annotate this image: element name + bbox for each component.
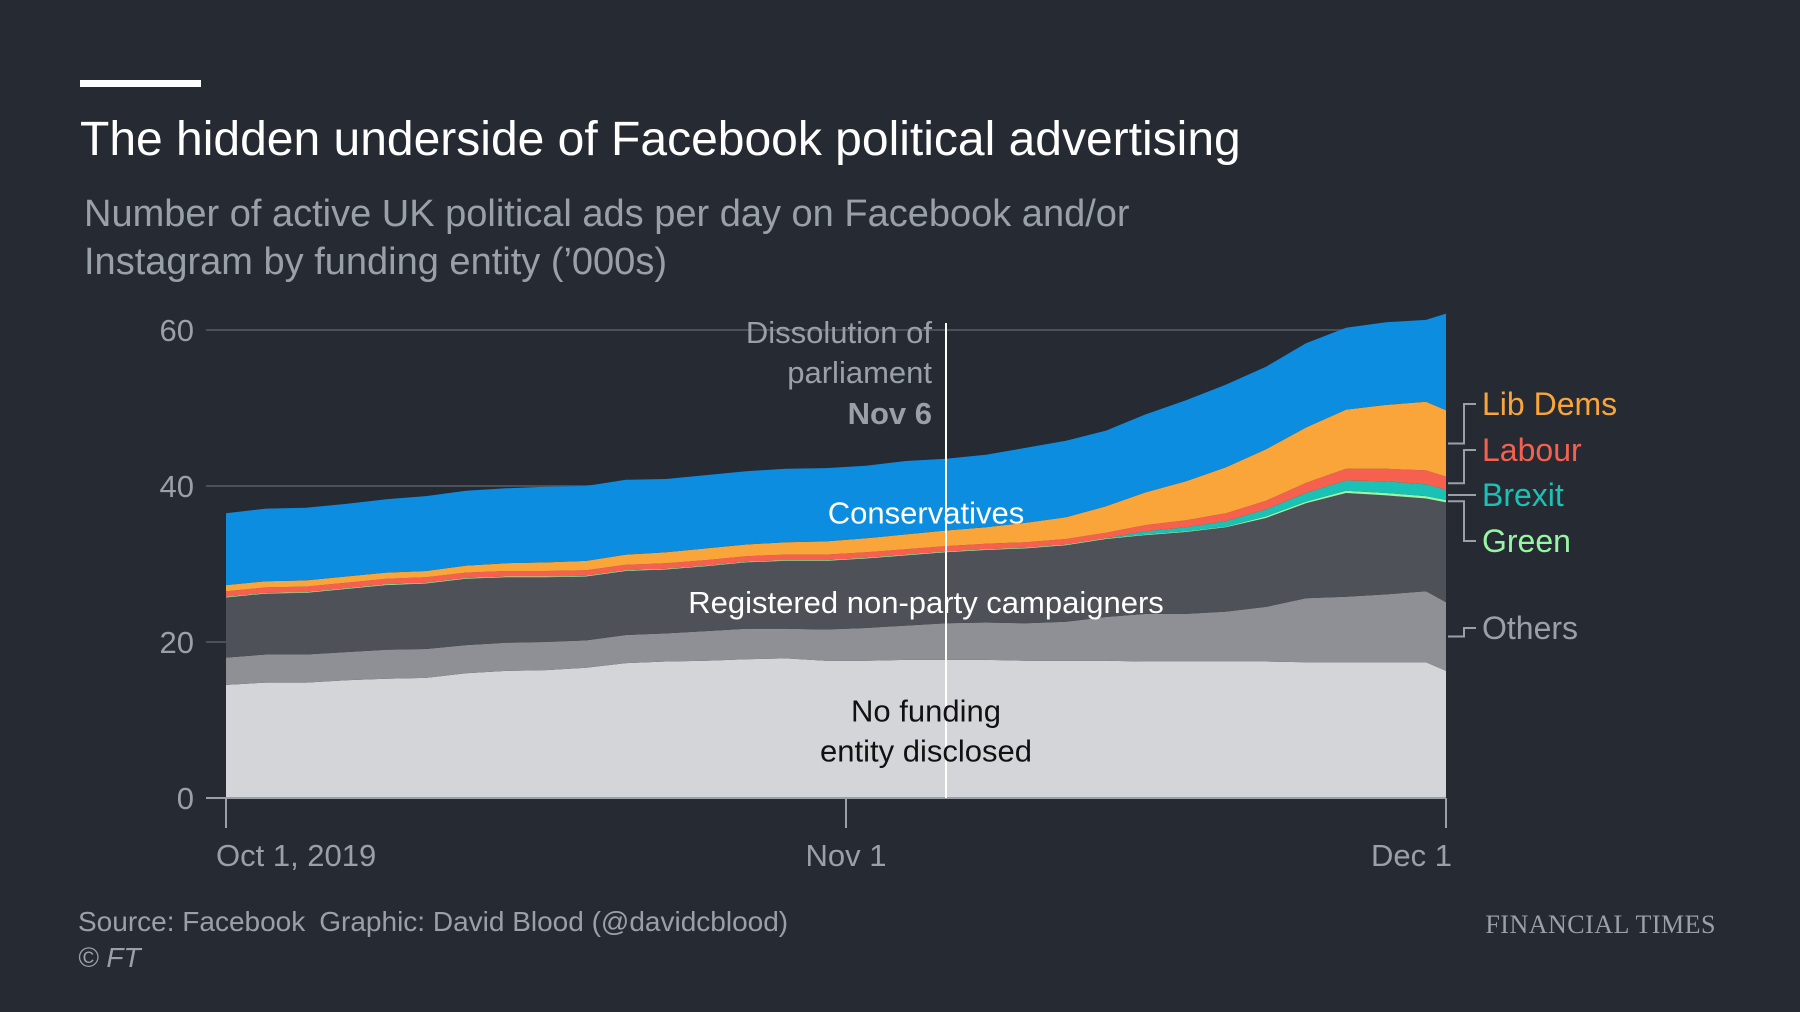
x-tick-label: Nov 1 [806,838,887,873]
legend-leader-others [1448,627,1476,638]
source-text: Source: Facebook [78,906,306,937]
legend-leader-lib-dems [1448,403,1476,445]
graphic-credit: Graphic: David Blood (@davidcblood) [319,906,789,937]
legend-brexit: Brexit [1482,477,1564,513]
legend-green: Green [1482,523,1571,559]
series-label: Conservatives [828,495,1024,530]
chart-subtitle: Number of active UK political ads per da… [84,193,1130,283]
y-tick-label: 40 [160,469,194,504]
series-label: entity disclosed [820,734,1032,769]
area-no-funding-entity-disclosed [226,658,1446,798]
y-tick-label: 60 [160,313,194,348]
legend-lib-dems: Lib Dems [1482,386,1617,422]
copyright-text: © FT [78,942,141,973]
legend-others: Others [1482,610,1578,646]
annotation-date: Nov 6 [848,396,932,431]
x-tick-label: Oct 1, 2019 [216,838,376,873]
x-tick-label: Dec 1 [1371,838,1452,873]
legend-leader-labour [1448,449,1476,485]
chart-title: The hidden underside of Facebook politic… [80,113,1241,166]
legend-leader-green [1448,500,1476,542]
annotation-text: Dissolution of [746,315,932,350]
financial-times-logo: FINANCIAL TIMES [1485,910,1716,939]
series-label: No funding [851,694,1001,729]
area-others [226,591,1446,685]
title-rule [80,80,201,87]
area-lib-dems [226,401,1446,592]
y-tick-label: 0 [177,781,194,816]
source-note: Source: Facebook Graphic: David Blood (@d… [78,904,802,976]
annotation-text: parliament [787,355,932,390]
area-registered-non-party-campaigners [226,493,1446,658]
area-conservatives [226,313,1446,586]
y-tick-label: 20 [160,625,194,660]
series-label: Registered non-party campaigners [688,585,1164,620]
legend-labour: Labour [1482,432,1582,468]
area-brexit [226,480,1446,597]
area-labour [226,468,1446,597]
